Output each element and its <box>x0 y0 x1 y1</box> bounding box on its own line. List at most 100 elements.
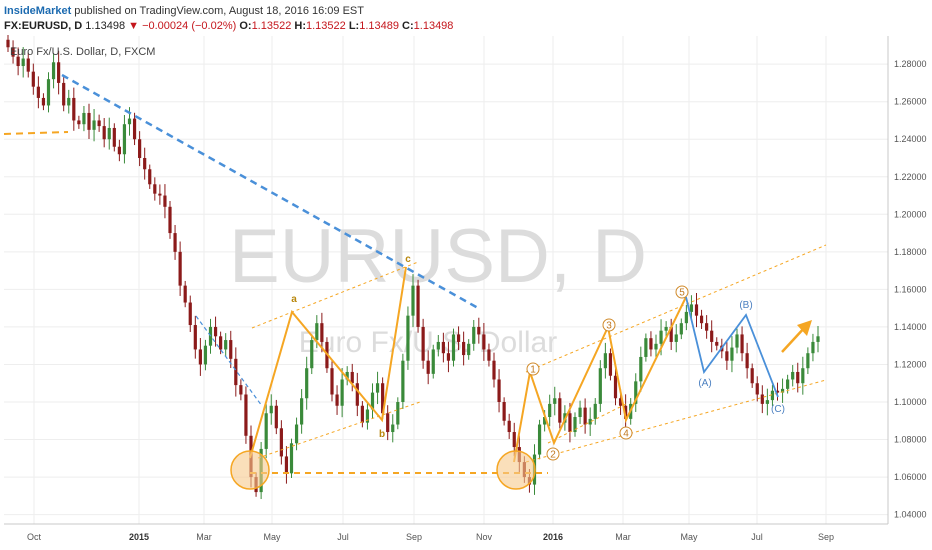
candle-body <box>603 353 607 369</box>
wave-label-3: 3 <box>606 321 612 332</box>
candle-body <box>492 360 496 380</box>
time-tick-label: Oct <box>27 532 42 542</box>
candle-body <box>593 403 597 419</box>
candle-body <box>406 315 410 361</box>
candle-body <box>294 424 299 444</box>
orange-left-support-line <box>3 131 69 135</box>
candle-body <box>431 349 435 374</box>
candle-body <box>107 127 111 140</box>
candle-body <box>224 340 228 350</box>
candle-body <box>284 456 289 474</box>
candle-body <box>487 349 491 361</box>
candle-body <box>699 315 704 324</box>
wave-label-circle <box>602 318 616 332</box>
orange-projection-arrow-head <box>797 320 812 336</box>
candle-body <box>426 360 430 374</box>
grid <box>4 36 888 524</box>
candle-body <box>745 353 749 369</box>
candle-body <box>401 360 405 402</box>
wave-label-circle <box>546 447 560 461</box>
candle-body <box>87 112 91 130</box>
candle-body <box>613 375 618 399</box>
candle-body <box>158 193 162 196</box>
candle-body <box>649 338 653 350</box>
highlight-circle-low-2015 <box>230 450 270 490</box>
author-link[interactable]: InsideMarket <box>4 5 72 17</box>
candle-body <box>203 345 208 365</box>
wave-label-circle <box>619 426 633 440</box>
candle-body <box>269 405 273 414</box>
wave-label-b: b <box>379 429 385 440</box>
candle-body <box>234 358 238 386</box>
candle-body <box>477 326 481 335</box>
candle-body <box>350 371 354 384</box>
price-tick-label: 1.04000 <box>894 510 927 520</box>
candle-body <box>441 341 445 354</box>
candle-body <box>467 343 471 356</box>
candle-body <box>102 126 106 140</box>
candle-body <box>451 334 456 361</box>
candle-body <box>168 206 172 234</box>
low-value: 1.13489 <box>359 20 399 32</box>
candle-body <box>132 118 137 140</box>
candle-body <box>188 302 192 326</box>
candle-body <box>279 428 283 457</box>
candle-body <box>578 407 582 418</box>
candle-body <box>365 409 370 423</box>
time-tick-label: May <box>263 532 281 542</box>
candle-body <box>512 432 516 448</box>
candle-body <box>244 394 248 436</box>
candle-body <box>112 127 116 147</box>
symbol-label[interactable]: FX:EURUSD, D <box>4 20 83 32</box>
wave-label-circle <box>526 362 540 376</box>
candle-body <box>507 420 511 433</box>
candle-body <box>127 118 132 125</box>
watermark-symbol: EURUSD, D <box>229 214 647 299</box>
candle-body <box>315 323 319 341</box>
candle-body <box>163 195 167 207</box>
candle-body <box>583 407 587 425</box>
open-label: O: <box>239 20 252 32</box>
candle-body <box>558 398 562 423</box>
candle-body <box>568 413 572 433</box>
change-down-icon: ▼ <box>128 20 140 32</box>
orange-channel-lower <box>257 401 421 459</box>
blue-minor-trendline <box>195 315 263 407</box>
price-tick-label: 1.08000 <box>894 435 927 445</box>
candle-body <box>219 336 223 350</box>
candle-body <box>143 158 147 170</box>
price-tick-label: 1.26000 <box>894 97 927 107</box>
candle-body <box>634 381 638 404</box>
candle-body <box>391 424 395 433</box>
wave-labels: a b c 1 2 3 4 5 (A) (B) (C) <box>291 254 785 461</box>
candle-body <box>67 97 71 106</box>
candle-body <box>345 371 349 380</box>
candle-body <box>274 405 278 429</box>
price-tick-label: 1.24000 <box>894 134 927 144</box>
candle-body <box>760 394 764 404</box>
candle-body <box>148 169 152 185</box>
wave-label-corrective: (C) <box>771 404 785 415</box>
candle-body <box>360 405 364 423</box>
candle-body <box>264 413 268 449</box>
blue-descending-trendline <box>61 73 479 310</box>
orange-impulse-wave-path <box>513 296 687 463</box>
candle-body <box>811 341 815 354</box>
price-tick-label: 1.22000 <box>894 172 927 182</box>
candle-body <box>239 385 243 395</box>
candle-body <box>421 326 425 361</box>
instrument-description: Euro Fx/U.S. Dollar, D, FXCM <box>10 46 156 58</box>
wave-label-a: a <box>291 294 297 305</box>
candle-body <box>386 413 390 433</box>
candle-body <box>31 71 35 87</box>
candle-body <box>750 368 754 384</box>
time-axis[interactable]: Oct 2015 Mar May Jul Sep Nov 2016 Mar May Jul Sep <box>27 532 834 542</box>
candle-body <box>816 336 820 342</box>
price-tick-label: 1.28000 <box>894 59 927 69</box>
candle-body <box>806 353 810 369</box>
candle-body <box>310 340 314 369</box>
candle-body <box>710 330 714 342</box>
price-axis[interactable]: 1.28000 1.26000 1.24000 1.22000 1.20000 1.180… <box>894 59 927 519</box>
